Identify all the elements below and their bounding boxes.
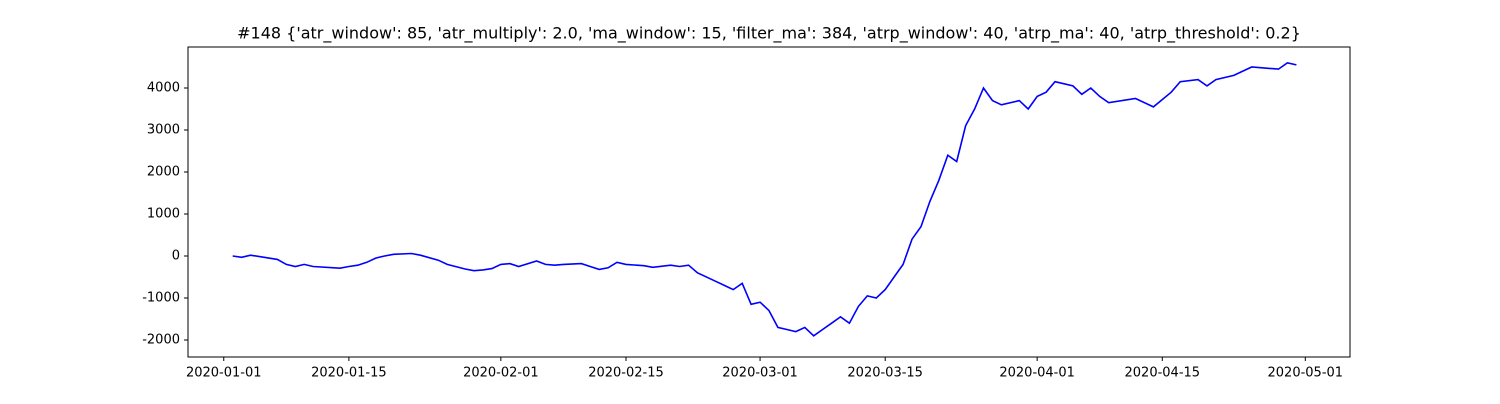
y-tick-label: 3000 [147,122,180,137]
chart-title: #148 {'atr_window': 85, 'atr_multiply': … [237,24,1301,44]
y-tick-label: 2000 [147,164,180,179]
y-tick-label: -1000 [142,290,180,305]
x-tick-label: 2020-04-15 [1125,366,1201,381]
plot-frame [187,46,1351,358]
x-tick-label: 2020-02-15 [588,366,664,381]
y-tick-label: 0 [172,248,180,263]
x-tick-label: 2020-02-01 [463,366,539,381]
x-tick-label: 2020-03-01 [722,366,798,381]
x-tick-label: 2020-04-01 [999,366,1075,381]
line [232,61,1297,337]
x-tick-label: 2020-03-15 [847,366,923,381]
y-tick-label: 4000 [147,80,180,95]
y-tick-label: -2000 [142,332,180,347]
x-tick-label: 2020-01-15 [311,366,387,381]
x-tick-label: 2020-01-01 [186,366,262,381]
y-tick-label: 1000 [147,206,180,221]
x-tick-label: 2020-05-01 [1268,366,1344,381]
